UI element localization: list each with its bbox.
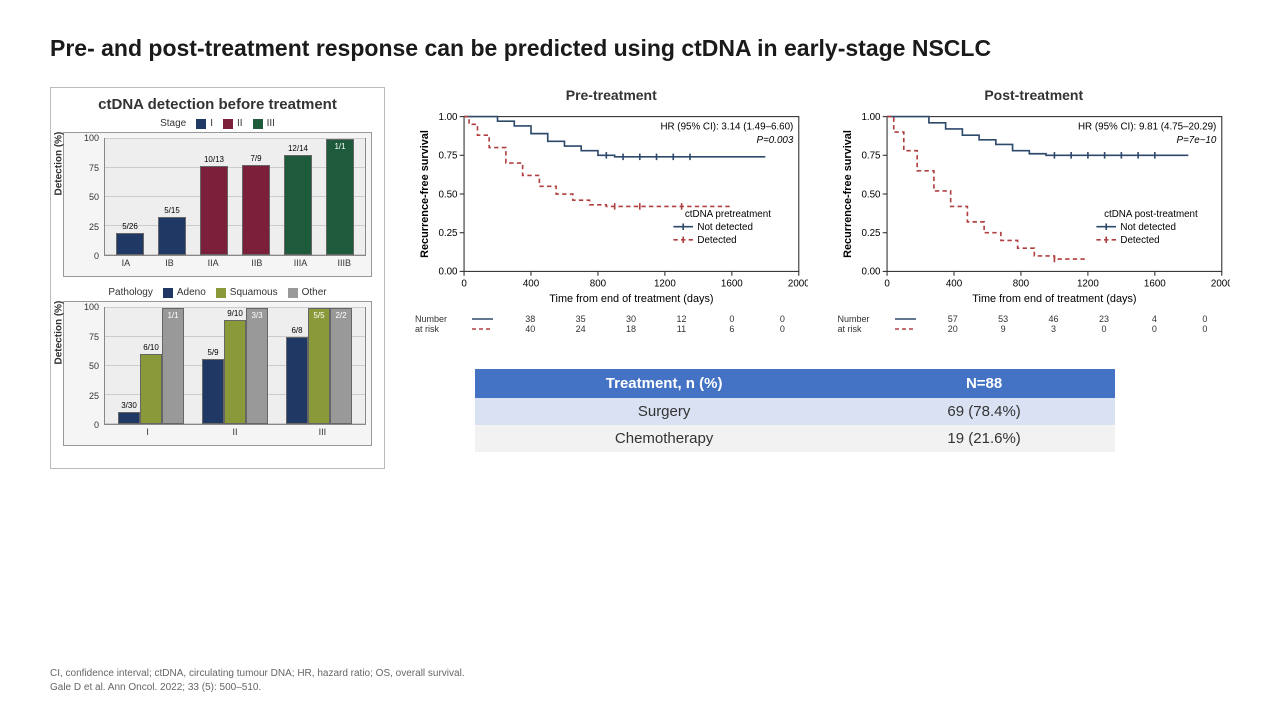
svg-text:0: 0 bbox=[461, 279, 467, 290]
pathology-bar-chart: PathologyAdenoSquamousOther Detection (%… bbox=[63, 287, 372, 446]
svg-text:1600: 1600 bbox=[1143, 279, 1165, 290]
km-row: Pre-treatment 0.00 0.25 0.50 0.75 1.00 0 400 800… bbox=[415, 87, 1230, 334]
bar: 10/13 bbox=[200, 166, 228, 255]
svg-text:0.50: 0.50 bbox=[438, 189, 458, 200]
chart2-legend: PathologyAdenoSquamousOther bbox=[63, 287, 372, 298]
number-at-risk: Number5753462340at risk2093000 bbox=[838, 314, 1231, 334]
right-panel: Pre-treatment 0.00 0.25 0.50 0.75 1.00 0 400 800… bbox=[415, 87, 1230, 469]
table-header: N=88 bbox=[853, 369, 1115, 398]
svg-text:0.00: 0.00 bbox=[861, 267, 881, 278]
bar: 12/14 bbox=[284, 155, 312, 255]
table-row: Surgery69 (78.4%) bbox=[475, 398, 1115, 425]
table-cell: 19 (21.6%) bbox=[853, 425, 1115, 452]
svg-text:1200: 1200 bbox=[654, 279, 676, 290]
svg-text:1200: 1200 bbox=[1076, 279, 1098, 290]
km-plot: 0.00 0.25 0.50 0.75 1.00 0 400 800 1200 1600 2000 T… bbox=[838, 106, 1231, 306]
svg-text:P=0.003: P=0.003 bbox=[757, 135, 794, 146]
table-cell: Surgery bbox=[475, 398, 853, 425]
treatment-table: Treatment, n (%)N=88Surgery69 (78.4%)Che… bbox=[475, 369, 1115, 452]
km-block: Pre-treatment 0.00 0.25 0.50 0.75 1.00 0 400 800… bbox=[415, 87, 808, 334]
bar: 3/30 bbox=[118, 412, 140, 424]
left-panel-title: ctDNA detection before treatment bbox=[63, 96, 372, 113]
bar: 5/26 bbox=[116, 233, 144, 255]
km-title: Post-treatment bbox=[838, 87, 1231, 103]
svg-text:2000: 2000 bbox=[788, 279, 808, 290]
svg-text:1600: 1600 bbox=[721, 279, 743, 290]
svg-text:2000: 2000 bbox=[1210, 279, 1230, 290]
stage-bar-chart: StageIIIIII Detection (%) 02550751005/26… bbox=[63, 118, 372, 277]
svg-text:0.50: 0.50 bbox=[861, 189, 881, 200]
svg-text:Not detected: Not detected bbox=[1120, 222, 1176, 233]
bar: 5/9 bbox=[202, 359, 224, 424]
km-plot: 0.00 0.25 0.50 0.75 1.00 0 400 800 1200 1600 2000 T… bbox=[415, 106, 808, 306]
svg-text:0.25: 0.25 bbox=[438, 228, 458, 239]
svg-text:800: 800 bbox=[590, 279, 607, 290]
footnote-line1: CI, confidence interval; ctDNA, circulat… bbox=[50, 667, 465, 681]
svg-text:1.00: 1.00 bbox=[438, 112, 458, 123]
bar: 3/3 bbox=[246, 308, 268, 424]
left-panel: ctDNA detection before treatment StageII… bbox=[50, 87, 385, 469]
bar: 6/10 bbox=[140, 354, 162, 424]
bar: 9/10 bbox=[224, 320, 246, 424]
bar: 2/2 bbox=[330, 308, 352, 424]
bar: 1/1 bbox=[162, 308, 184, 424]
svg-text:Time from end of treatment (da: Time from end of treatment (days) bbox=[972, 293, 1136, 305]
svg-text:HR (95% CI): 3.14 (1.49–6.60): HR (95% CI): 3.14 (1.49–6.60) bbox=[660, 122, 793, 133]
svg-text:Detected: Detected bbox=[1120, 235, 1159, 246]
page-title: Pre- and post-treatment response can be … bbox=[50, 35, 1230, 62]
bar: 6/8 bbox=[286, 337, 308, 424]
chart1-legend: StageIIIIII bbox=[63, 118, 372, 129]
km-title: Pre-treatment bbox=[415, 87, 808, 103]
svg-text:Recurrence-free survival: Recurrence-free survival bbox=[842, 130, 854, 258]
bar: 5/5 bbox=[308, 308, 330, 424]
svg-text:Detected: Detected bbox=[697, 235, 736, 246]
svg-text:ctDNA post-treatment: ctDNA post-treatment bbox=[1104, 209, 1198, 220]
svg-text:HR (95% CI): 9.81 (4.75–20.29): HR (95% CI): 9.81 (4.75–20.29) bbox=[1077, 122, 1215, 133]
table-cell: 69 (78.4%) bbox=[853, 398, 1115, 425]
number-at-risk: Number3835301200at risk4024181160 bbox=[415, 314, 808, 334]
main-layout: ctDNA detection before treatment StageII… bbox=[50, 87, 1230, 469]
svg-text:Time from end of treatment (da: Time from end of treatment (days) bbox=[549, 293, 713, 305]
svg-text:800: 800 bbox=[1012, 279, 1029, 290]
svg-text:400: 400 bbox=[945, 279, 962, 290]
svg-text:Not detected: Not detected bbox=[697, 222, 753, 233]
svg-text:0.25: 0.25 bbox=[861, 228, 881, 239]
svg-text:0.00: 0.00 bbox=[438, 267, 458, 278]
svg-text:400: 400 bbox=[523, 279, 540, 290]
chart1-plot: Detection (%) 02550751005/265/1510/137/9… bbox=[63, 132, 372, 277]
km-block: Post-treatment 0.00 0.25 0.50 0.75 1.00 0 400 80… bbox=[838, 87, 1231, 334]
chart2-plot: Detection (%) 02550751003/306/101/15/99/… bbox=[63, 301, 372, 446]
svg-text:Recurrence-free survival: Recurrence-free survival bbox=[419, 130, 431, 258]
bar: 5/15 bbox=[158, 217, 186, 255]
svg-text:P=7e−10: P=7e−10 bbox=[1176, 135, 1216, 146]
svg-text:0: 0 bbox=[884, 279, 890, 290]
table-cell: Chemotherapy bbox=[475, 425, 853, 452]
footnote: CI, confidence interval; ctDNA, circulat… bbox=[50, 667, 465, 695]
svg-text:1.00: 1.00 bbox=[861, 112, 881, 123]
svg-text:0.75: 0.75 bbox=[861, 151, 881, 162]
table-header: Treatment, n (%) bbox=[475, 369, 853, 398]
table-row: Chemotherapy19 (21.6%) bbox=[475, 425, 1115, 452]
bar: 7/9 bbox=[242, 165, 270, 255]
bar: 1/1 bbox=[326, 139, 354, 255]
footnote-line2: Gale D et al. Ann Oncol. 2022; 33 (5): 5… bbox=[50, 681, 465, 695]
svg-text:ctDNA pretreatment: ctDNA pretreatment bbox=[685, 209, 771, 220]
svg-text:0.75: 0.75 bbox=[438, 151, 458, 162]
